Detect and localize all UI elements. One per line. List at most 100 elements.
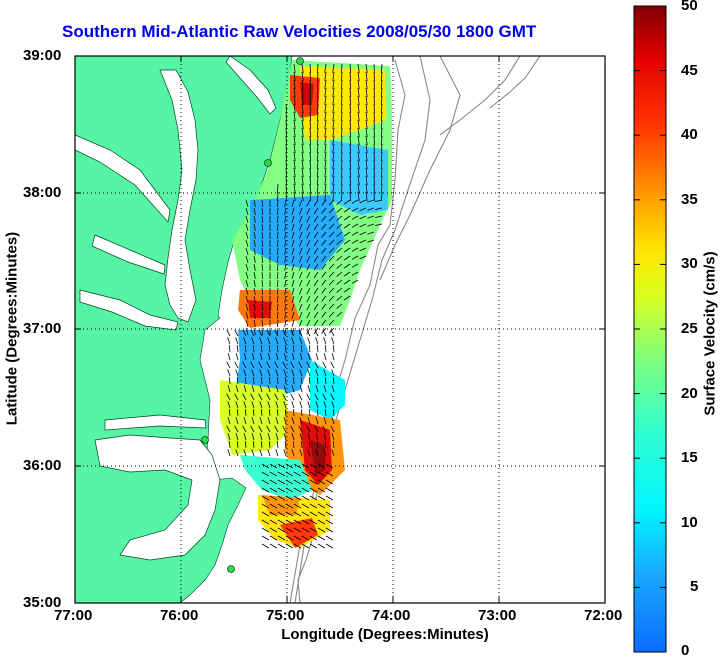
velocity-arrow [322,329,327,337]
velocity-arrow [283,385,287,393]
velocity-arrow [315,385,319,393]
velocity-arrow [324,135,327,145]
velocity-arrow [308,440,311,449]
velocity-arrow [351,207,359,212]
velocity-arrow [316,408,319,417]
velocity-arrow [332,159,335,169]
velocity-arrow [275,369,279,377]
velocity-arrow [324,95,327,105]
velocity-arrow [336,247,343,253]
velocity-arrow [307,417,311,425]
velocity-arrow [309,143,311,154]
velocity-arrow [309,487,318,493]
velocity-arrow [277,519,286,525]
velocity-arrow [291,433,295,441]
velocity-arrow [228,440,231,449]
velocity-arrow [317,543,326,549]
velocity-arrow [357,159,360,169]
velocity-arrow [261,511,270,517]
axis-tick-marks [75,56,605,603]
velocity-arrow [317,119,319,130]
velocity-arrow [316,376,319,385]
velocity-arrow [284,319,287,327]
y-tick-label: 37:00 [23,320,62,337]
velocity-arrow [359,255,367,260]
velocity-arrow [245,327,249,335]
station-marker[interactable] [227,565,235,573]
velocity-arrow [261,295,264,304]
velocity-arrow [344,223,351,229]
velocity-arrow [380,191,383,202]
velocity-arrow [349,63,351,74]
velocity-arrow [298,425,303,433]
velocity-arrow [313,255,319,263]
velocity-arrow [299,449,303,457]
velocity-arrow [269,495,278,501]
velocity-arrow [234,361,239,369]
velocity-arrow [253,287,256,295]
velocity-arrow [306,319,311,327]
colorbar-tick-label: 0 [681,642,690,659]
pamlico-sound [94,434,221,561]
velocity-arrow [309,503,318,509]
velocity-arrow [317,127,319,138]
velocity-arrow [293,511,302,517]
velocity-arrow [283,369,287,377]
velocity-arrow [315,353,319,361]
velocity-arrow [266,329,271,337]
velocity-arrow [291,231,295,239]
velocity-arrow [276,271,279,280]
velocity-arrow [301,191,304,201]
velocity-arrow [325,543,334,549]
velocity-arrow [349,159,351,170]
velocity-arrow [269,519,278,525]
velocity-arrow [309,127,311,138]
velocity-arrow [349,103,351,114]
velocity-arrow [253,199,256,207]
velocity-arrow [227,369,231,377]
velocity-arrow [313,223,319,231]
velocity-arrow [332,143,335,153]
station-marker[interactable] [264,159,272,167]
velocity-arrow [375,215,383,218]
velocity-arrow [351,223,359,228]
velocity-arrow [313,239,319,247]
velocity-arrow [357,127,360,137]
velocity-arrow [359,207,367,212]
velocity-arrow [242,393,247,401]
velocity-arrow [365,159,368,169]
velocity-arrow [293,535,302,541]
velocity-arrow [253,207,256,215]
velocity-arrow [267,337,271,345]
velocity-arrow [269,511,278,517]
velocity-arrow [325,503,334,509]
velocity-arrow [317,527,326,533]
velocity-arrow [243,369,247,377]
velocity-arrow [291,303,295,311]
colorbar-tick-label: 5 [690,578,699,595]
station-marker[interactable] [296,57,304,65]
velocity-arrow [276,239,279,248]
velocity-arrow [226,361,231,369]
colorbar-tick-label: 35 [681,191,698,208]
velocity-arrow [321,327,327,334]
velocity-arrow [332,344,335,353]
velocity-arrow [236,376,239,385]
y-tick-label: 38:00 [23,184,62,201]
velocity-arrow [269,543,278,549]
station-marker[interactable] [201,436,209,444]
velocity-arrow [321,271,327,278]
velocity-arrow [298,329,303,337]
velocity-arrow [275,401,279,409]
velocity-arrow [267,369,271,377]
velocity-arrow [307,401,311,409]
velocity-arrow [306,271,311,279]
velocity-arrow [332,191,335,201]
velocity-arrow [330,425,335,433]
velocity-arrow [244,344,247,353]
velocity-arrow [336,303,343,309]
velocity-arrow [284,255,287,263]
velocity-arrow [323,369,327,377]
velocity-arrow [313,311,319,319]
velocity-arrow [244,408,247,417]
